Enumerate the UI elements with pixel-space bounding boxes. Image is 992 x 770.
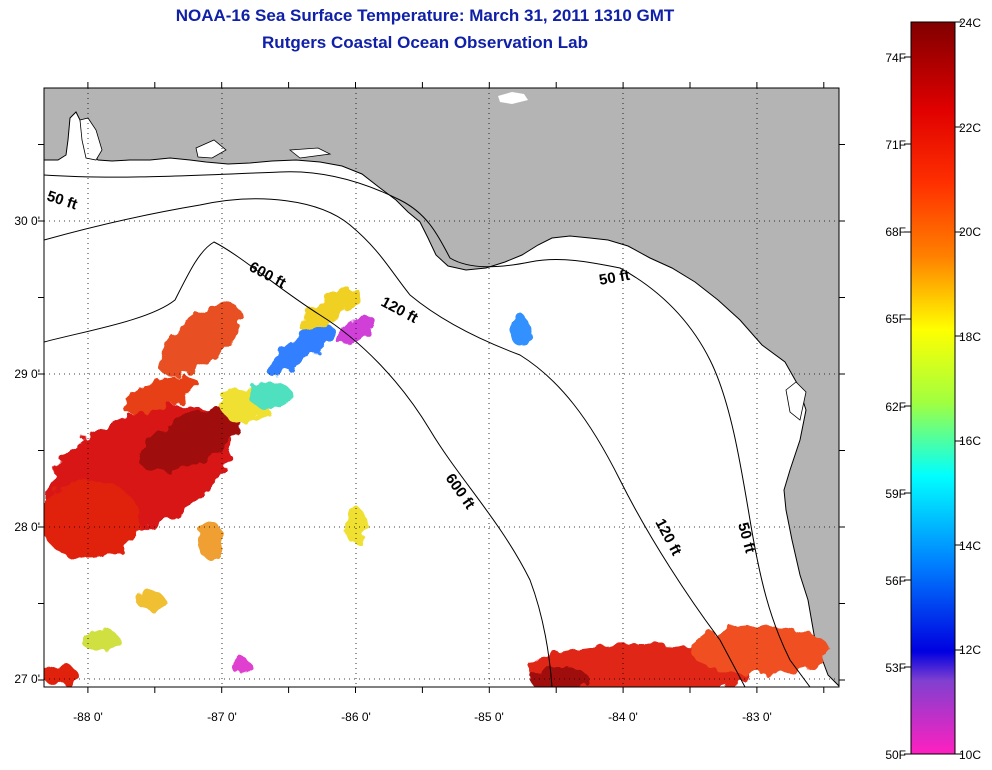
celsius-label: 12C (959, 643, 981, 657)
lon-tick-label: -85 0' (474, 710, 504, 724)
celsius-label: 14C (959, 539, 981, 553)
celsius-label: 22C (959, 121, 981, 135)
lon-tick-label: -88 0' (73, 710, 103, 724)
tampa-bay (785, 381, 807, 421)
choctawhatchee-bay (288, 147, 332, 159)
fahrenheit-label: 59F (885, 487, 906, 501)
colorbar-ticks (904, 21, 962, 755)
contour-50ft-west (44, 171, 811, 687)
map-title: NOAA-16 Sea Surface Temperature: March 3… (175, 6, 675, 25)
fahrenheit-label: 74F (885, 51, 906, 65)
land-mass (44, 88, 839, 687)
fahrenheit-label: 71F (885, 138, 906, 152)
celsius-label: 10C (959, 748, 981, 762)
contour-120ft (44, 198, 746, 687)
fahrenheit-label: 65F (885, 312, 906, 326)
frame-ticks (38, 82, 845, 693)
celsius-label: 20C (959, 225, 981, 239)
fahrenheit-label: 53F (885, 661, 906, 675)
fahrenheit-label: 62F (885, 400, 906, 414)
lat-tick-label: 28 0' (14, 520, 40, 534)
lon-tick-label: -84 0' (608, 710, 638, 724)
map-frame (43, 87, 840, 688)
celsius-label: 24C (959, 16, 981, 30)
lon-tick-label: -86 0' (341, 710, 371, 724)
map-subtitle: Rutgers Coastal Ocean Observation Lab (262, 33, 588, 52)
depth-contours (44, 171, 811, 687)
fahrenheit-label: 68F (885, 225, 906, 239)
fahrenheit-label: 56F (885, 574, 906, 588)
mobile-bay (79, 117, 103, 161)
sst-data-layer (44, 287, 830, 687)
lat-tick-label: 29 0' (14, 367, 40, 381)
pensacola-bay (195, 139, 227, 159)
contour-600ft (44, 241, 553, 687)
colorbar-gradient (910, 21, 956, 755)
celsius-label: 18C (959, 330, 981, 344)
lat-tick-label: 27 0' (14, 672, 40, 686)
lat-tick-label: 30 0' (14, 214, 40, 228)
lon-tick-label: -83 0' (742, 710, 772, 724)
inland-lake (498, 92, 528, 104)
celsius-label: 16C (959, 434, 981, 448)
fahrenheit-label: 50F (885, 748, 906, 762)
lon-tick-label: -87 0' (207, 710, 237, 724)
